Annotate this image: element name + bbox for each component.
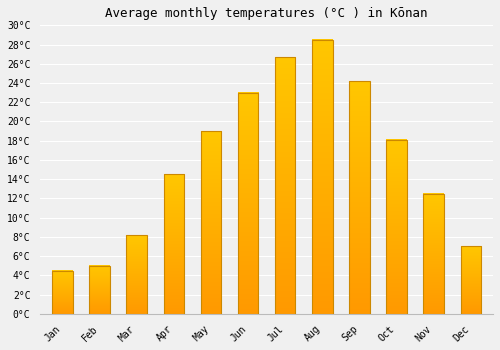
Bar [386,140,406,314]
Bar [126,235,147,314]
Bar [424,194,444,314]
Title: Average monthly temperatures (°C ) in Kōnan: Average monthly temperatures (°C ) in Kō… [106,7,428,20]
Bar [238,93,258,314]
Bar [349,81,370,314]
Bar [52,271,72,314]
Bar [460,246,481,314]
Bar [90,266,110,314]
Bar [164,174,184,314]
Bar [200,131,221,314]
Bar [312,40,332,314]
Bar [275,57,295,314]
